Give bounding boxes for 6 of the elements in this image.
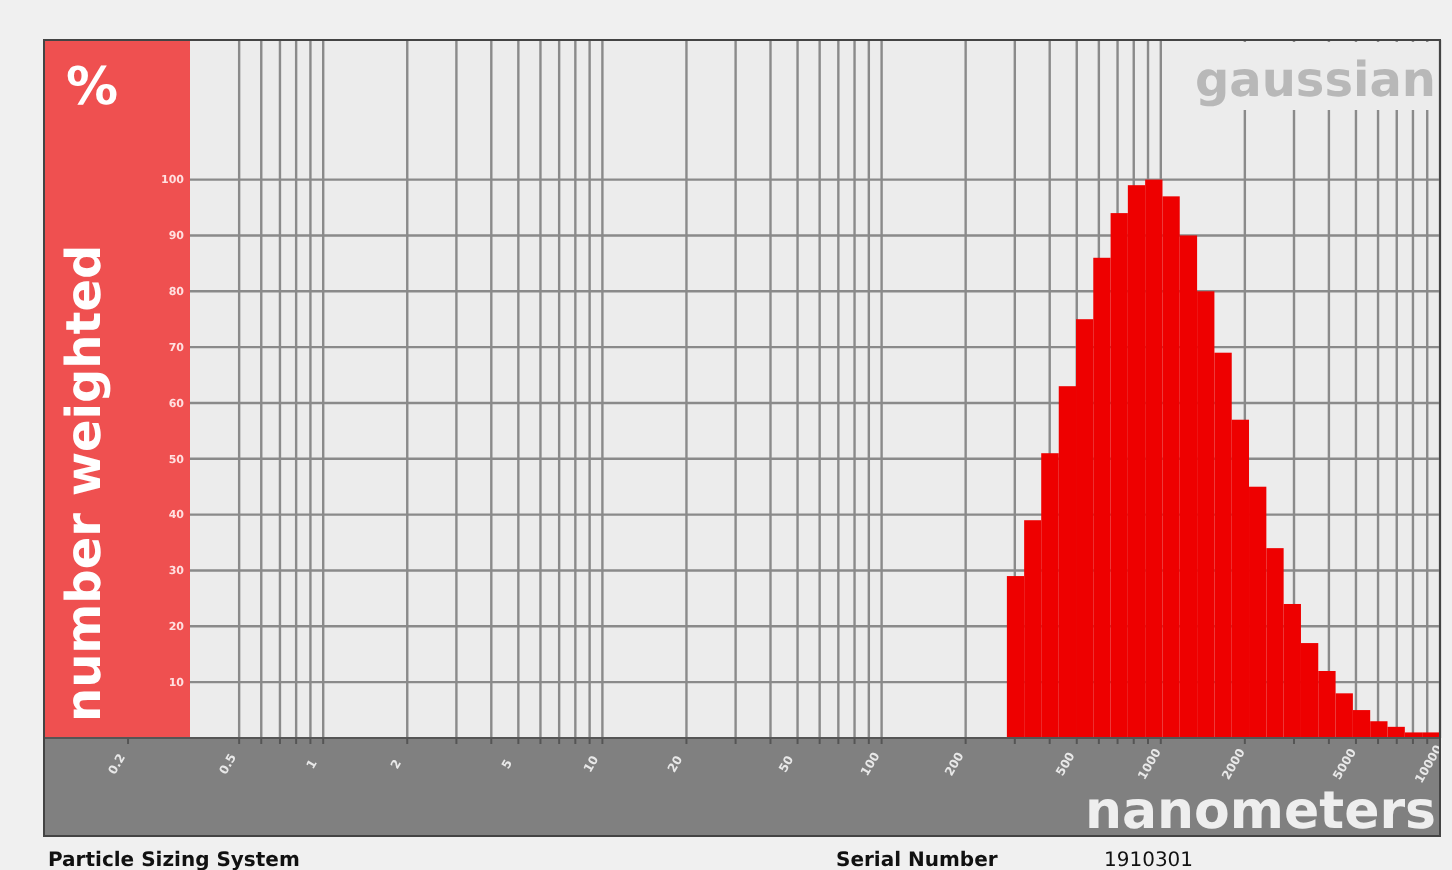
annotation: % bbox=[66, 58, 119, 118]
y-axis-title: number weighted bbox=[56, 244, 112, 722]
text: Serial Number bbox=[836, 850, 998, 870]
x-axis-title: nanometers bbox=[1084, 782, 1436, 842]
text: 1910301 bbox=[1104, 850, 1194, 870]
text: Particle Sizing System bbox=[48, 850, 300, 870]
